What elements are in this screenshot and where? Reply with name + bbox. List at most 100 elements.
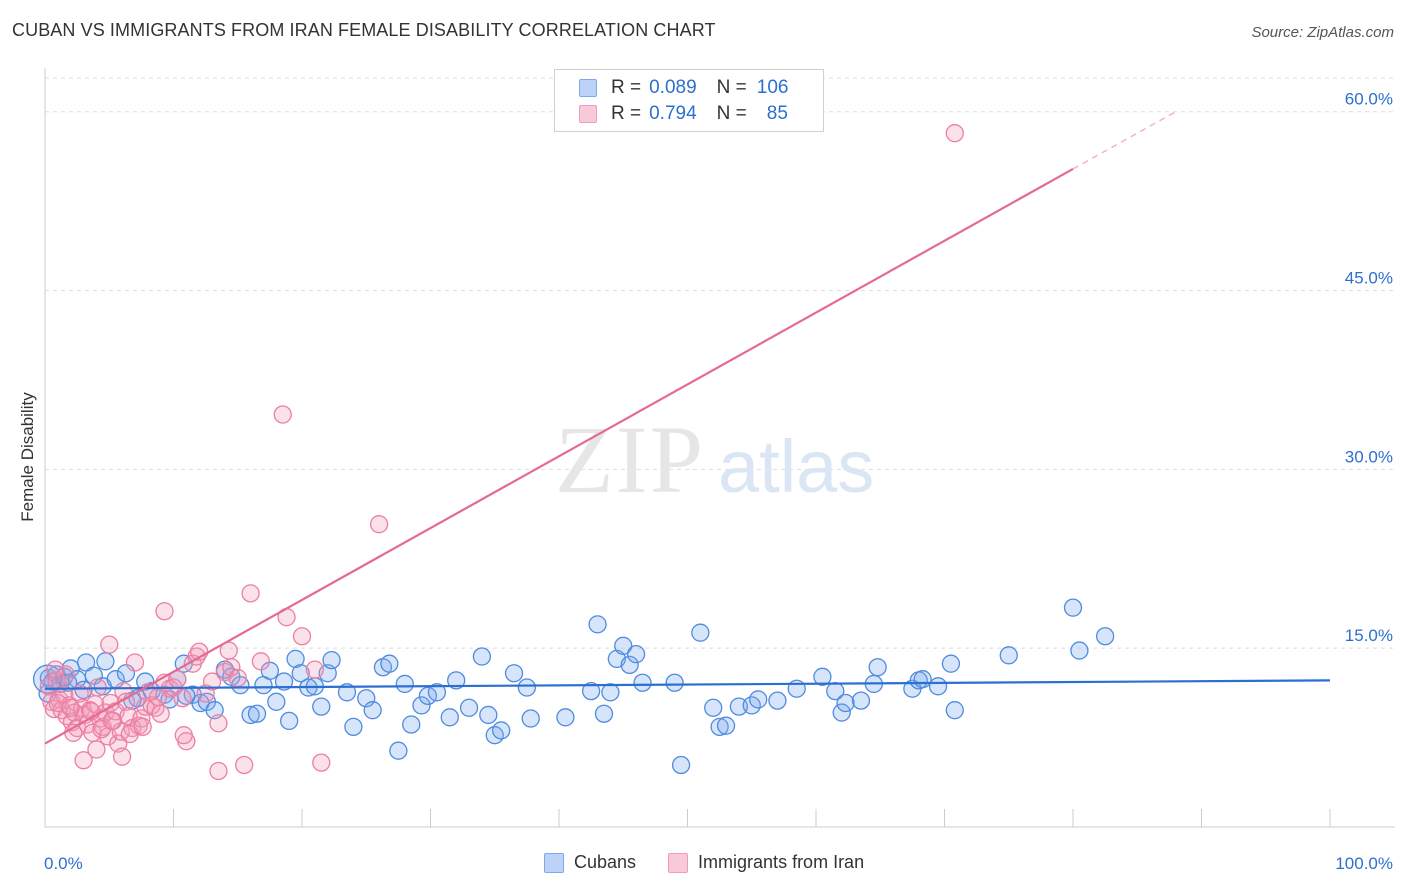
cubans-point [312,697,331,716]
iran-point [74,751,93,770]
iran-point [228,668,247,688]
cubans-point [704,698,723,717]
cubans-point [941,654,961,673]
r-label: R = [611,103,642,124]
watermark-zip: ZIP [555,406,705,513]
cubans-points [32,598,1115,775]
cubans-point [479,705,498,725]
iran-point [56,665,75,684]
watermark-atlas: atlas [718,425,874,508]
cubans-point [395,674,414,694]
iran-point [151,704,170,723]
iran-point [292,627,312,646]
cubans-point [601,683,620,702]
cubans-swatch [544,852,564,873]
cubans-point [588,615,607,634]
iran-point [102,711,121,731]
iran-swatch [579,105,597,123]
x-tick-label: 100.0% [1335,854,1393,873]
cubans-point [749,690,768,709]
trend-lines [44,111,1331,745]
iran-point [173,689,192,708]
legend-row-cubans: R = 0.089 N = 106 [579,76,788,100]
iran-point [112,747,132,766]
cubans-point [247,704,267,723]
cubans-point [710,717,729,737]
cubans-point [633,673,652,692]
y-tick-label: 45.0% [1345,269,1393,288]
cubans-point [286,649,305,669]
y-tick-label: 60.0% [1345,90,1393,109]
iran-point [251,652,271,671]
cubans-point [581,681,601,701]
cubans-point [447,671,466,690]
iran-trend-extension [1072,111,1177,170]
iran-point [100,635,119,654]
cubans-point [492,721,511,740]
n-value: 85 [766,103,788,124]
iran-point [174,726,193,745]
legend-label-cubans: Cubans [574,852,637,872]
cubans-point [614,636,633,655]
legend-row-iran: R = 0.794 N = 85 [579,102,788,126]
cubans-point [868,658,887,677]
legend-label-iran: Immigrants from Iran [698,852,865,872]
iran-point [148,687,168,707]
n-label: N = [716,77,747,98]
source-credit: Source: ZipAtlas.com [1251,24,1394,41]
n-label: N = [716,103,747,124]
cubans-point [1070,641,1089,660]
cubans-point [691,623,710,642]
iran-point [209,714,228,733]
cubans-point [521,709,540,728]
y-tick-label: 30.0% [1345,447,1393,466]
iran-point [235,755,254,775]
r-value: 0.794 [649,103,697,124]
cubans-point [716,716,736,735]
correlation-legend: R = 0.089 N = 106 R = 0.794 N = 85 [554,69,824,132]
cubans-point [626,644,646,664]
cubans-point [851,691,871,710]
cubans-point [291,664,310,683]
legend-item-cubans[interactable]: Cubans [544,852,636,873]
iran-point [312,753,331,772]
cubans-point [279,711,299,731]
iran-point [125,653,145,672]
y-axis-label: Female Disability [18,392,37,522]
iran-trend-line [44,167,1074,745]
r-value: 0.089 [649,77,697,98]
series-legend: Cubans Immigrants from Iran [544,852,896,873]
iran-point [46,660,65,679]
cubans-point [556,708,575,727]
tick-labels: 15.0% 30.0% 45.0% 60.0% 0.0% 100.0% [44,90,1393,873]
iran-point [305,660,325,679]
cubans-point [594,704,614,723]
cubans-point [231,675,250,695]
cubans-point [380,654,399,673]
cubans-point [440,708,459,727]
grid-lines [45,77,1395,649]
legend-item-iran[interactable]: Immigrants from Iran [668,852,864,873]
chart-title: CUBAN VS IMMIGRANTS FROM IRAN FEMALE DIS… [12,20,716,40]
cubans-point [945,701,964,720]
cubans-point [517,678,537,697]
cubans-point [322,650,341,670]
y-tick-label: 15.0% [1345,626,1393,645]
cubans-point [472,647,492,666]
iran-point [87,740,106,759]
cubans-point [813,667,832,686]
cubans-point [671,755,691,775]
iran-point [209,761,228,781]
cubans-point [1095,627,1115,646]
cubans-point [1063,598,1083,617]
cubans-trend-line [44,679,1331,690]
axes [44,68,1395,828]
cubans-point [999,646,1018,665]
iran-point [202,672,222,691]
cubans-point [412,696,431,715]
cubans-point [665,673,684,692]
cubans-point [836,693,855,713]
cubans-point [363,701,382,720]
r-label: R = [611,77,642,98]
